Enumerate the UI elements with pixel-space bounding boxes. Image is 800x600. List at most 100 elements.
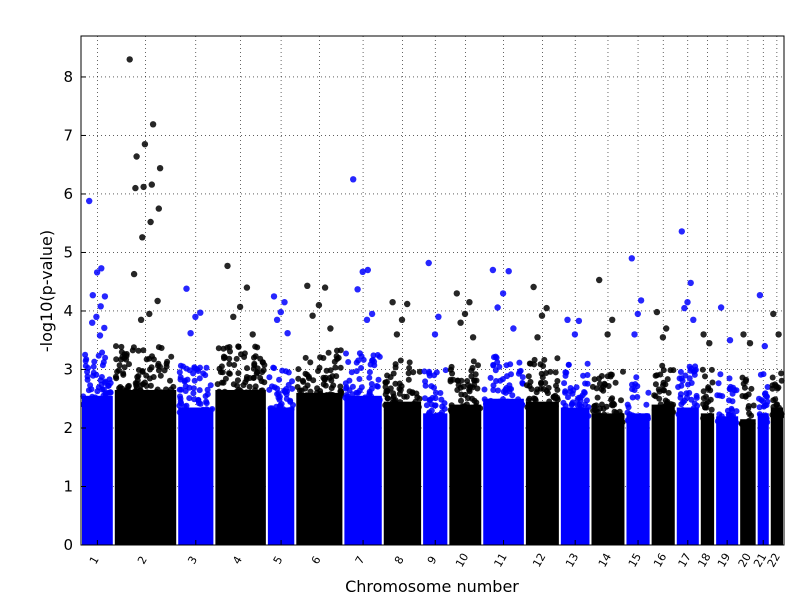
snp-point [438, 396, 445, 403]
snp-point [116, 385, 123, 392]
snp-point [526, 395, 533, 402]
snp-point [121, 364, 128, 371]
snp-point [190, 390, 197, 397]
x-tick-label: 17 [676, 551, 694, 570]
snp-point [634, 394, 641, 400]
snp-point [338, 388, 344, 395]
chromosome-3-points [176, 285, 216, 545]
snp-point [368, 381, 375, 387]
snp-point [416, 395, 423, 402]
snp-point [596, 380, 603, 387]
snp-point [539, 404, 546, 411]
chromosome-4-band [215, 389, 266, 545]
snp-point [562, 402, 569, 409]
x-tick-label: 19 [715, 551, 733, 570]
peak-point [354, 286, 361, 293]
snp-point [116, 362, 123, 369]
snp-point [475, 362, 481, 369]
snp-point [326, 396, 333, 403]
chromosome-14-band [591, 413, 625, 545]
snp-point [337, 383, 344, 390]
y-tick-label: 0 [63, 536, 73, 554]
snp-point [366, 388, 373, 395]
peak-point [141, 141, 149, 148]
snp-point [694, 402, 701, 409]
snp-point [684, 394, 690, 401]
snp-point [438, 411, 445, 418]
snp-point [502, 401, 509, 408]
chromosome-12-points [523, 283, 561, 545]
snp-point [304, 382, 311, 389]
snp-point [95, 352, 102, 359]
snp-point [450, 376, 457, 383]
peak-point [146, 310, 153, 318]
snp-point [618, 397, 624, 404]
snp-point [439, 403, 446, 410]
snp-point [358, 365, 365, 371]
peak-point [137, 316, 145, 323]
snp-point [244, 365, 250, 372]
peak-point [740, 331, 747, 338]
snp-point [157, 372, 164, 379]
x-tick-label: 18 [695, 551, 713, 570]
snp-point [250, 374, 257, 381]
peak-point [149, 121, 157, 128]
peak-point [687, 279, 694, 287]
snp-point [375, 376, 382, 383]
snp-point [214, 381, 221, 388]
snp-point [552, 403, 559, 410]
snp-point [356, 387, 363, 394]
snp-point [387, 385, 394, 392]
snp-point [762, 412, 769, 419]
snp-point [321, 376, 328, 383]
snp-point [541, 356, 548, 363]
snp-point [155, 362, 161, 369]
chromosome-18-band [700, 413, 715, 545]
peak-point [681, 304, 688, 312]
peak-point [706, 340, 713, 347]
snp-point [228, 395, 235, 402]
peak-point [435, 313, 442, 320]
snp-point [203, 364, 210, 371]
snp-point [407, 406, 414, 413]
snp-point [80, 393, 87, 400]
peak-point [726, 337, 734, 344]
snp-point [665, 389, 672, 396]
peak-point [637, 297, 645, 304]
snp-point [297, 392, 303, 399]
snp-point [270, 364, 277, 371]
peak-point [393, 331, 401, 338]
snp-point [473, 399, 480, 406]
snp-point [624, 417, 631, 423]
peak-point [132, 184, 139, 192]
peak-point [499, 290, 507, 297]
snp-point [592, 417, 598, 424]
peak-point [364, 266, 371, 274]
snp-point [323, 392, 330, 398]
x-tick-label: 15 [626, 551, 644, 570]
peak-point [368, 310, 376, 318]
snp-point [519, 379, 526, 386]
peak-point [505, 268, 512, 275]
snp-point [285, 369, 292, 376]
snp-point [709, 379, 716, 386]
snp-point [222, 395, 229, 402]
peak-point [309, 312, 316, 319]
snp-point [90, 363, 97, 370]
peak-point [596, 276, 603, 284]
x-tick-label: 21 [751, 551, 769, 570]
peak-point [281, 299, 288, 306]
snp-point [500, 388, 507, 395]
snp-point [676, 409, 683, 416]
snp-point [655, 409, 662, 415]
snp-point [118, 343, 125, 350]
peak-point [700, 331, 707, 338]
snp-point [384, 372, 391, 379]
snp-point [349, 383, 356, 390]
peak-point [761, 342, 768, 350]
snp-point [703, 415, 710, 422]
snp-point [186, 367, 193, 374]
snp-point [422, 378, 429, 385]
snp-point [105, 382, 112, 389]
x-tick-label: 22 [765, 551, 783, 570]
